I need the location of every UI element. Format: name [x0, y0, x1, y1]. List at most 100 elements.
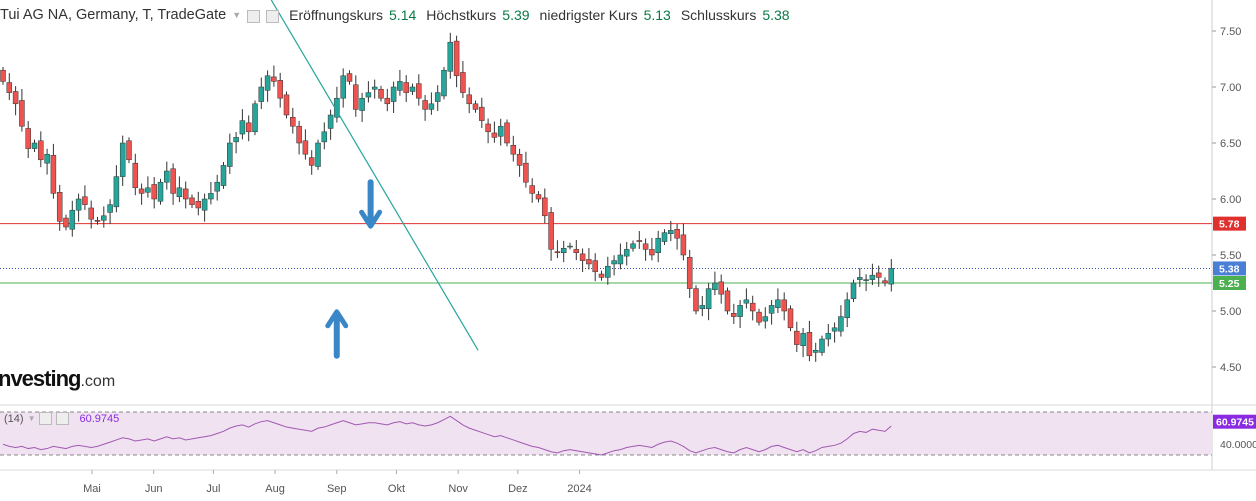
- candle-body: [378, 88, 384, 99]
- candle-body: [277, 80, 283, 99]
- candle-body: [668, 230, 674, 234]
- candle-body: [25, 128, 31, 149]
- candle-body: [497, 125, 504, 137]
- candle-body: [321, 131, 328, 143]
- candle-body: [768, 305, 775, 314]
- candle-body: [787, 308, 794, 329]
- chevron-down-icon[interactable]: ▼: [232, 10, 242, 20]
- rsi-line: [2, 415, 892, 456]
- candle-body: [466, 94, 472, 105]
- candle-body: [649, 249, 655, 256]
- candle-body: [359, 97, 365, 111]
- candle-body: [220, 165, 227, 186]
- candle-body: [472, 103, 479, 110]
- y-tick-label: 4.50: [1220, 362, 1241, 374]
- candle-body: [806, 332, 813, 357]
- candle-body: [50, 155, 57, 194]
- candle-body: [718, 281, 724, 295]
- candle-body: [227, 142, 233, 167]
- candle-body: [384, 97, 391, 105]
- level-tag-support: [1213, 276, 1246, 290]
- level-label-last-price: 5.38: [1219, 263, 1240, 275]
- candle-body: [31, 142, 38, 149]
- rsi-value-tag: [1213, 414, 1256, 429]
- candle-body: [699, 305, 706, 310]
- candle-body: [844, 299, 850, 318]
- x-tick-label: Dez: [508, 483, 528, 495]
- y-tick-label: 5.50: [1220, 250, 1241, 262]
- candle-body: [201, 198, 208, 211]
- candle-body: [623, 249, 630, 257]
- candle-body: [636, 240, 643, 242]
- candle-body: [762, 316, 769, 322]
- candle-body: [800, 333, 806, 346]
- candle-body: [529, 185, 535, 194]
- candle-body: [686, 256, 693, 289]
- candle-body: [535, 194, 542, 200]
- candle-body: [674, 228, 680, 239]
- candle-body: [491, 132, 498, 138]
- candle-body: [38, 140, 44, 161]
- candle-body: [176, 187, 183, 198]
- candle-body: [737, 305, 743, 317]
- candle-body: [126, 140, 132, 161]
- candle-body: [617, 254, 624, 265]
- candle-body: [705, 288, 712, 310]
- up-arrow-head: [325, 309, 349, 329]
- candle-body: [460, 72, 466, 93]
- candle-body: [346, 73, 353, 82]
- candle-body: [573, 249, 580, 254]
- candle-body: [642, 243, 649, 250]
- candle-body: [611, 260, 617, 265]
- candle-body: [510, 144, 517, 155]
- trendline: [270, 0, 479, 351]
- candle-body: [516, 153, 523, 166]
- chevron-down-icon[interactable]: ▼: [27, 414, 36, 423]
- candle-body: [296, 125, 302, 144]
- chart-header: Tui AG NA, Germany, T, TradeGate ▼ Eröff…: [0, 5, 790, 25]
- settings-icon[interactable]: [39, 412, 53, 425]
- candle-body: [371, 86, 378, 90]
- candle-body: [453, 40, 460, 77]
- candle-body: [441, 69, 447, 97]
- rsi-scale-label: 40.0000: [1220, 439, 1256, 451]
- instrument-title[interactable]: Tui AG NA, Germany, T, TradeGate: [0, 7, 227, 23]
- candle-body: [19, 100, 25, 127]
- x-tick-label: 2024: [567, 483, 591, 495]
- candle-body: [428, 103, 435, 110]
- settings-icon[interactable]: [247, 9, 261, 23]
- low-label: niedrigster Kurs: [539, 7, 638, 23]
- candle-body: [138, 188, 145, 194]
- candle-body: [831, 327, 838, 332]
- candle-body: [290, 116, 296, 127]
- candle-body: [869, 274, 876, 280]
- x-tick-label: Jul: [206, 483, 220, 495]
- rsi-label[interactable]: (14): [4, 412, 24, 425]
- high-value: 5.39: [502, 7, 530, 23]
- rsi-band: [0, 412, 1212, 455]
- close-value: 5.38: [762, 7, 790, 23]
- candle-body: [756, 311, 762, 323]
- candle-body: [523, 162, 529, 183]
- candle-body: [731, 312, 737, 317]
- candle-body: [794, 330, 800, 345]
- close-icon[interactable]: [56, 412, 70, 425]
- candle-body: [69, 209, 76, 230]
- close-icon[interactable]: [266, 9, 280, 23]
- candle-body: [308, 157, 315, 166]
- candle-body: [422, 100, 428, 110]
- candle-body: [680, 234, 687, 256]
- candle-body: [327, 114, 334, 129]
- candle-body: [850, 282, 857, 299]
- candle-body: [781, 299, 787, 312]
- low-value: 5.13: [643, 7, 671, 23]
- candle-body: [365, 92, 372, 98]
- y-tick-label: 6.00: [1220, 194, 1241, 206]
- y-tick-label: 6.50: [1220, 138, 1241, 150]
- candle-body: [724, 290, 731, 312]
- candle-body: [56, 192, 63, 222]
- candle-body: [208, 193, 214, 200]
- candle-body: [107, 204, 113, 213]
- level-label-resistance: 5.78: [1219, 219, 1240, 231]
